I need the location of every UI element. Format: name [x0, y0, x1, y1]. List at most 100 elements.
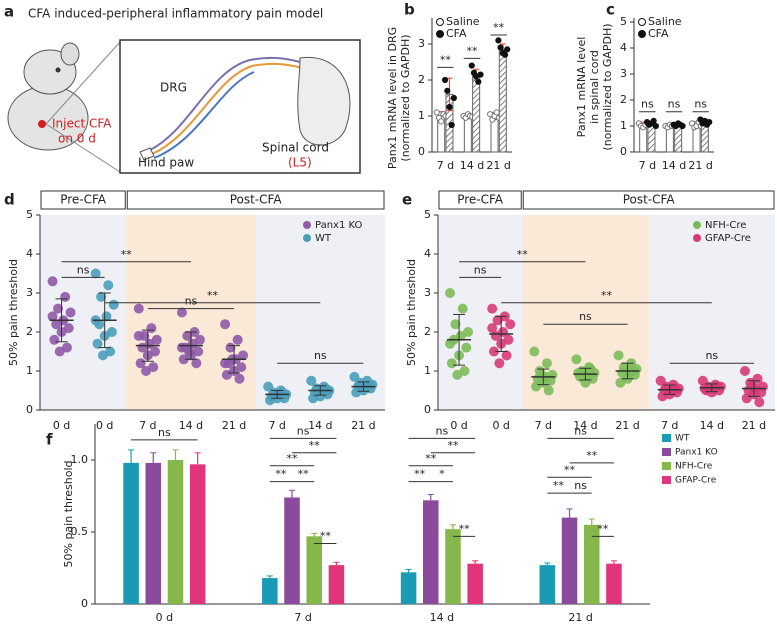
y-tick-label: 4	[620, 41, 627, 54]
bar	[583, 524, 600, 604]
x-tick-label: 14 d	[430, 611, 454, 624]
data-point	[277, 387, 288, 398]
data-point	[493, 109, 500, 116]
bar	[463, 115, 472, 153]
data-point	[747, 381, 758, 392]
data-point	[670, 383, 681, 394]
x-tick-label: 21 d	[688, 159, 712, 172]
data-point	[438, 118, 445, 125]
sig-label: **	[517, 248, 529, 261]
data-point	[308, 393, 319, 404]
data-point	[60, 291, 71, 302]
legend-swatch	[662, 462, 671, 470]
data-point	[97, 350, 108, 361]
data-point	[741, 393, 752, 404]
data-point	[103, 280, 114, 291]
legend-marker	[303, 234, 311, 242]
data-point	[452, 369, 463, 380]
y-axis-label: Panx1 mRNA level	[575, 37, 588, 138]
sig-label: ns	[579, 310, 592, 323]
y-tick-label: 3	[424, 286, 431, 299]
sig-label: **	[320, 530, 332, 543]
data-point	[363, 379, 374, 390]
panel-letter: e	[402, 191, 412, 209]
data-point	[541, 358, 552, 369]
segment-label: (L5)	[288, 156, 312, 170]
x-tick-label: 0 d	[156, 611, 173, 624]
data-point	[51, 319, 62, 330]
phase-header	[126, 190, 385, 210]
sig-label: **	[425, 452, 437, 465]
sig-label: ns	[77, 263, 90, 276]
sig-label: **	[275, 468, 287, 481]
data-point	[706, 119, 713, 126]
y-tick-label: 0	[418, 145, 425, 158]
data-point	[477, 71, 484, 78]
paw	[139, 147, 155, 161]
phase-shading	[126, 215, 256, 410]
y-tick-label: 0	[81, 597, 88, 610]
sig-label: ns	[668, 98, 681, 111]
data-point	[450, 94, 457, 102]
y-tick-label: 2	[26, 325, 33, 338]
panel-letter: d	[4, 191, 15, 209]
data-point	[96, 291, 107, 302]
sig-label: **	[597, 522, 609, 535]
phase-header-label: Post-CFA	[623, 193, 676, 207]
y-tick-label: 2	[424, 325, 431, 338]
data-point	[108, 299, 119, 310]
diagram-title: CFA induced-peripheral inflammatory pain…	[28, 7, 323, 21]
legend-label: CFA	[648, 27, 669, 40]
y-tick-label: 0	[620, 145, 627, 158]
data-point	[133, 303, 144, 314]
x-tick-label: 14 d	[179, 419, 203, 432]
data-point	[92, 338, 103, 349]
x-tick-label: 21 d	[351, 419, 375, 432]
data-point	[445, 288, 456, 298]
panel-letter: a	[4, 3, 14, 21]
y-axis-label: 50% pain threshold	[405, 259, 418, 366]
x-tick-label: 14 d	[662, 159, 686, 172]
y-axis-label: in spinal cord	[588, 50, 601, 124]
nerve	[153, 71, 255, 159]
data-point	[446, 103, 453, 111]
data-point	[571, 354, 582, 365]
legend-label: Saline	[648, 15, 682, 28]
data-point	[450, 319, 461, 330]
data-point	[176, 342, 187, 353]
data-point	[176, 307, 187, 318]
data-point	[461, 342, 472, 353]
data-point	[182, 330, 193, 341]
x-tick-label: 21 d	[222, 419, 246, 432]
sig-label: ns	[474, 263, 487, 276]
data-point	[487, 303, 498, 314]
x-tick-label: 7 d	[139, 419, 156, 432]
y-tick-label: 1.0	[71, 453, 89, 466]
zoom-line	[45, 123, 121, 173]
legend-marker	[693, 221, 701, 229]
nerve	[149, 56, 301, 151]
data-point	[441, 76, 449, 84]
bar	[284, 497, 300, 604]
data-point	[699, 383, 710, 394]
data-point	[505, 319, 516, 330]
legend-swatch	[662, 434, 671, 442]
legend-marker	[693, 234, 701, 242]
data-point	[679, 122, 686, 130]
data-point	[652, 122, 659, 130]
y-axis-label: 50% pain threshold	[62, 461, 75, 568]
x-tick-label: 14 d	[308, 419, 332, 432]
legend-label: NFH-Cre	[675, 462, 713, 472]
data-point	[47, 276, 58, 287]
data-point	[232, 334, 243, 345]
data-point	[531, 381, 542, 392]
y-tick-label: 5	[620, 15, 627, 28]
panel-letter: c	[606, 1, 615, 19]
cord-label: Spinal cord	[262, 141, 329, 155]
y-axis-label: (normalized to GAPDH)	[601, 23, 614, 150]
legend-marker	[436, 30, 444, 38]
data-point	[754, 397, 765, 408]
paw-label: Hind paw	[138, 156, 194, 170]
y-tick-label: 1	[424, 364, 431, 377]
